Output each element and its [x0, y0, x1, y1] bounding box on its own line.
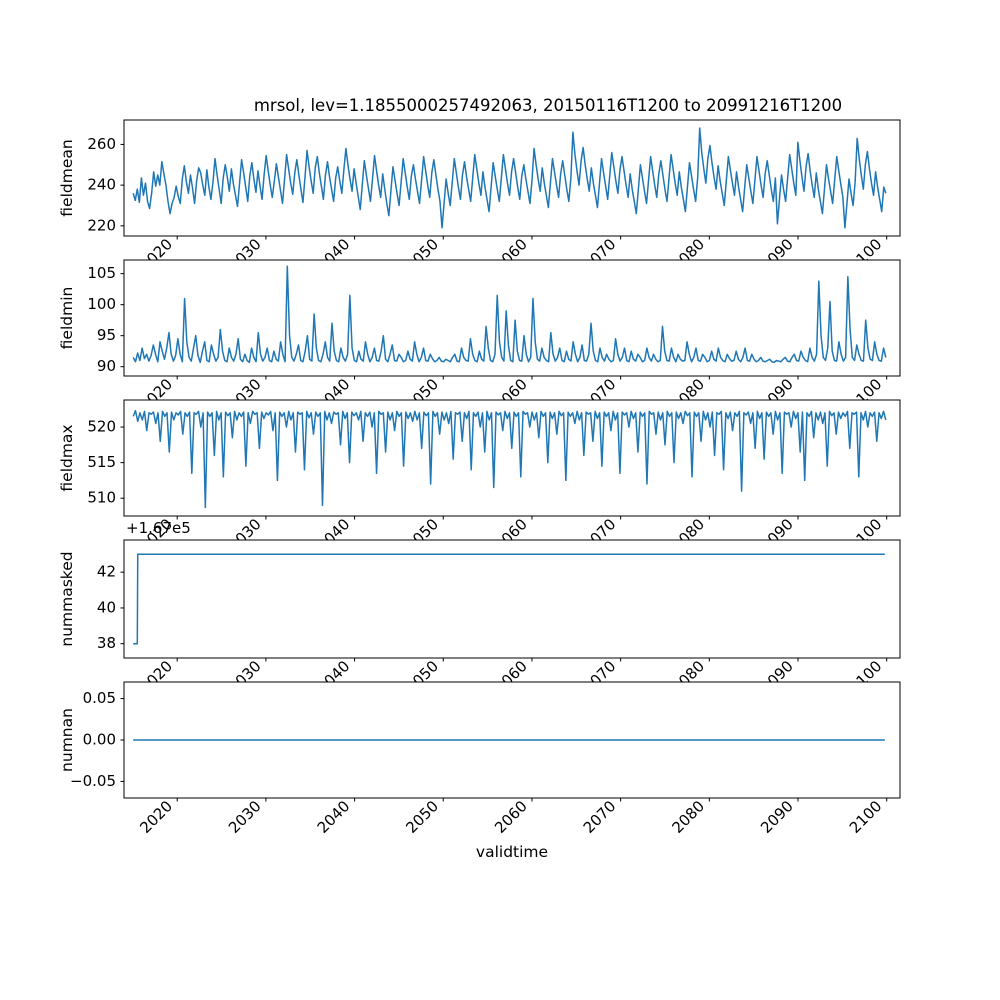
- y-tick-label: −0.05: [70, 772, 116, 790]
- y-tick-label: 0.05: [83, 689, 116, 707]
- y-axis-label: numnan: [58, 708, 76, 772]
- y-axis-offset-text: +1.67e5: [126, 519, 191, 537]
- panel-frame: [123, 539, 901, 659]
- y-axis-label: fieldmean: [58, 139, 76, 216]
- y-tick-label: 515: [87, 453, 116, 471]
- data-series-line: [133, 553, 885, 645]
- figure-title: mrsol, lev=1.1855000257492063, 20150116T…: [254, 96, 842, 115]
- y-axis-label: fieldmin: [58, 287, 76, 350]
- y-tick-label: 520: [87, 418, 116, 436]
- y-tick-label: 38: [97, 634, 116, 652]
- data-series-line: [132, 127, 887, 229]
- y-axis-label: nummasked: [58, 551, 76, 646]
- y-tick-label: 105: [87, 264, 116, 282]
- y-axis-label: fieldmax: [58, 424, 76, 491]
- y-tick-label: 100: [87, 295, 116, 313]
- y-tick-label: 220: [87, 216, 116, 234]
- y-tick-label: 240: [87, 176, 116, 194]
- x-axis-label: validtime: [476, 843, 548, 861]
- y-tick-label: 510: [87, 489, 116, 507]
- data-series-line: [132, 409, 887, 509]
- data-series-line: [132, 265, 887, 364]
- y-tick-label: 40: [97, 598, 116, 616]
- panel-frame: [123, 399, 901, 517]
- y-tick-label: 0.00: [83, 731, 116, 749]
- y-tick-label: 95: [97, 326, 116, 344]
- y-tick-label: 42: [97, 563, 116, 581]
- y-tick-label: 260: [87, 135, 116, 153]
- y-tick-label: 90: [97, 357, 116, 375]
